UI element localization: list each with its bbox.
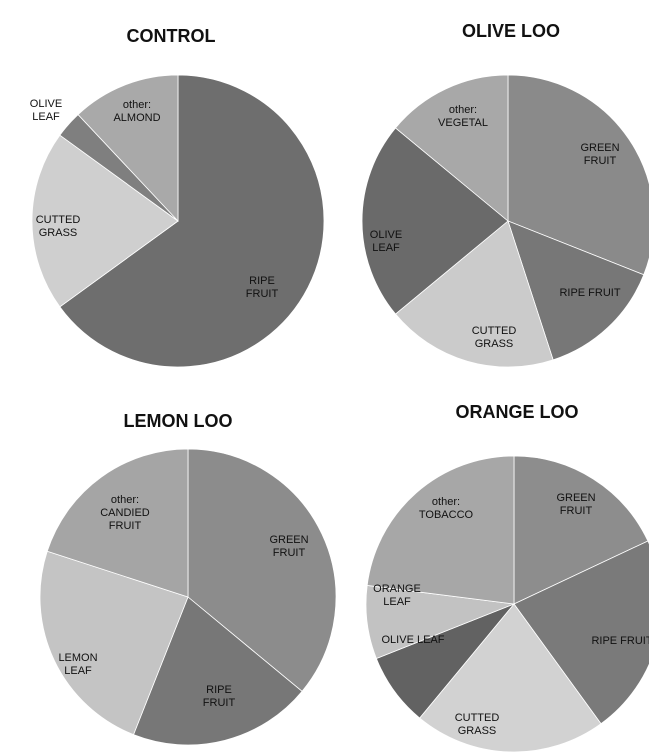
slice-label-olive-leaf: OLIVE LEAF — [30, 98, 62, 123]
pie-slice-other-almond — [77, 74, 179, 223]
slice-label-green-fruit: GREEN FRUIT — [580, 142, 619, 167]
slice-label-other-vegetal: other: VEGETAL — [438, 104, 488, 129]
pie-slice-green-fruit — [513, 455, 649, 605]
slice-label-ripe-fruit: RIPE FRUIT — [246, 275, 279, 300]
slice-label-green-fruit: GREEN FRUIT — [556, 492, 595, 517]
pie-slices: GREEN FRUIT RIPE FRUIT CUTTED GRASS OLIVE LEAF… — [361, 74, 649, 368]
slice-label-ripe-fruit: RIPE FRUIT — [591, 635, 649, 647]
pie-slices: GREEN FRUIT RIPE FRUIT CUTTED GRASS OLIVE LEA… — [365, 455, 649, 753]
slice-label-other-tobacco: other: TOBACCO — [419, 496, 474, 521]
chart-title: ORANGE LOO — [455, 402, 578, 422]
pie-slice-cutted-grass — [394, 220, 554, 368]
slice-label-orange-leaf: ORANGE LEAF — [373, 583, 421, 608]
slice-label-lemon-leaf: LEMON LEAF — [58, 652, 97, 677]
chart-title: CONTROL — [127, 26, 216, 46]
chart-title: OLIVE LOO — [462, 21, 560, 41]
pie-panel-control: CONTROL RIPE FRUIT CUTTED GRASS OLIVE LEAF oth… — [30, 26, 325, 368]
pie-slice-cutted-grass — [419, 603, 602, 753]
pie-panel-lemon-loo: LEMON LOO GREEN FRUIT RIPE FRUIT LEMON LEAF ot… — [39, 411, 337, 746]
pie-slice-ripe-fruit — [133, 596, 303, 746]
pie-panel-olive-loo: OLIVE LOO GREEN FRUIT RIPE FRUIT CUTTED GRAS… — [361, 21, 649, 368]
pie-slice-olive-leaf — [361, 127, 509, 315]
pie-panel-orange-loo: ORANGE LOO GREEN FRUIT RIPE FRUIT CUTTED GRA… — [365, 402, 649, 753]
pie-slices: RIPE FRUIT CUTTED GRASS OLIVE LEAF other: ALMON… — [30, 74, 325, 368]
slice-label-cutted-grass: CUTTED GRASS — [472, 325, 517, 350]
slice-label-ripe-fruit: RIPE FRUIT — [203, 684, 236, 709]
pie-slice-green-fruit — [187, 448, 337, 692]
pie-slice-other-vegetal — [394, 74, 509, 222]
slice-label-olive-leaf: OLIVE LEAF — [382, 634, 445, 646]
pie-slice-ripe-fruit — [513, 540, 649, 725]
slice-label-olive-leaf: OLIVE LEAF — [370, 229, 402, 254]
pie-slices: GREEN FRUIT RIPE FRUIT LEMON LEAF other: CANDIE… — [39, 448, 337, 746]
pie-slice-other-tobacco — [366, 455, 515, 605]
slice-label-cutted-grass: CUTTED GRASS — [455, 712, 500, 737]
pie-slice-other-candied-fruit — [46, 448, 189, 598]
pie-slice-lemon-leaf — [39, 550, 189, 736]
slice-label-green-fruit: GREEN FRUIT — [269, 534, 308, 559]
slice-label-other-almond: other: ALMOND — [113, 99, 160, 124]
pie-slice-cutted-grass — [31, 134, 179, 308]
slice-label-cutted-grass: CUTTED GRASS — [36, 214, 81, 239]
slice-label-other-candied-fruit: other: CANDIED FRUIT — [100, 494, 150, 532]
pie-slice-ripe-fruit — [59, 74, 325, 368]
pie-slice-green-fruit — [507, 74, 649, 276]
slice-label-ripe-fruit: RIPE FRUIT — [559, 287, 620, 299]
chart-title: LEMON LOO — [124, 411, 233, 431]
